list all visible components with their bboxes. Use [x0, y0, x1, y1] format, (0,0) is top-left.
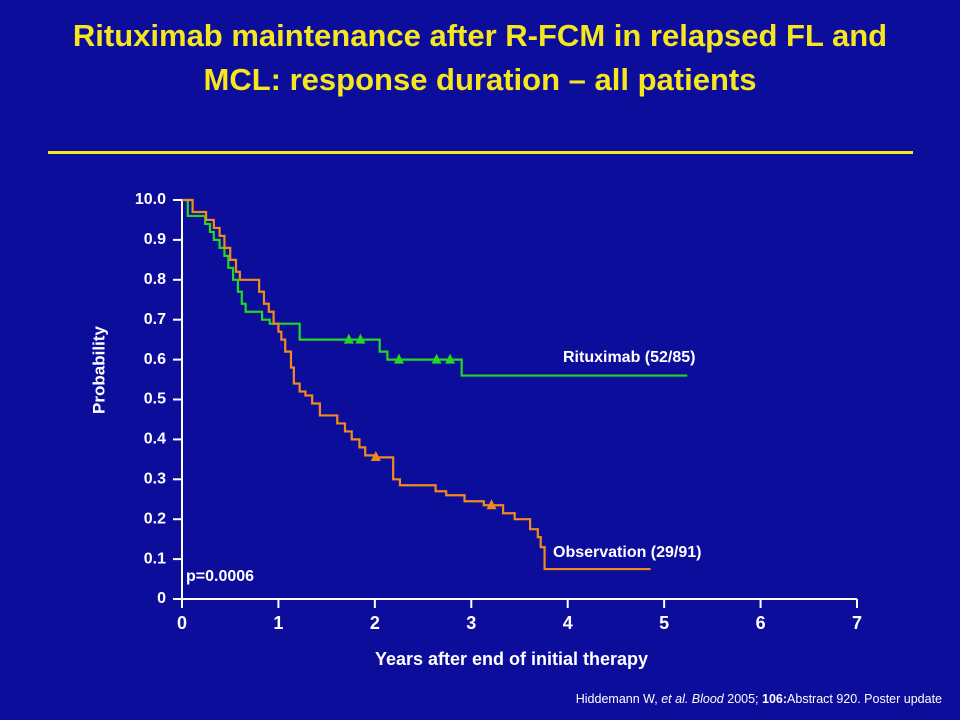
censor-marker [486, 499, 497, 510]
series-label: Observation (29/91) [553, 544, 702, 561]
y-tick-label: 0.2 [144, 510, 166, 527]
citation-part: 106: [762, 692, 788, 706]
y-tick-label: 0.1 [144, 550, 166, 567]
x-tick-label: 1 [273, 613, 283, 633]
x-tick-label: 4 [563, 613, 573, 633]
x-tick-label: 3 [466, 613, 476, 633]
y-tick-label: 0.9 [144, 231, 166, 248]
citation-part: Abstract 920. Poster update [787, 692, 942, 706]
chart-title: Rituximab maintenance after R-FCM in rel… [72, 18, 888, 97]
censor-marker [343, 333, 354, 344]
x-tick-label: 7 [852, 613, 862, 633]
censor-marker [393, 353, 404, 364]
x-tick-label: 5 [659, 613, 669, 633]
y-tick-label: 10.0 [135, 191, 166, 208]
y-tick-label: 0.5 [144, 391, 166, 408]
title-rule [48, 151, 913, 154]
series-label: Rituximab (52/85) [563, 349, 695, 366]
citation-part: et al. Blood [661, 692, 724, 706]
y-tick-label: 0.7 [144, 311, 166, 328]
censor-marker [370, 450, 381, 461]
annotation: p=0.0006 [186, 568, 254, 585]
x-tick-label: 6 [756, 613, 766, 633]
censor-marker [355, 333, 366, 344]
y-tick-label: 0 [157, 590, 166, 607]
x-axis-label: Years after end of initial therapy [375, 649, 648, 669]
x-tick-label: 0 [177, 613, 187, 633]
citation-part: Hiddemann W, [575, 692, 662, 706]
citation-part: 2005; [723, 692, 762, 706]
y-axis-label: Probability [89, 326, 108, 414]
survival-line [182, 198, 688, 377]
y-tick-label: 0.6 [144, 351, 166, 368]
censor-marker [445, 353, 456, 364]
censor-marker [431, 353, 442, 364]
y-tick-label: 0.8 [144, 271, 166, 288]
y-tick-label: 0.4 [144, 431, 166, 448]
x-tick-label: 2 [370, 613, 380, 633]
y-tick-label: 0.3 [144, 471, 166, 488]
survival-line [182, 198, 651, 571]
citation: Hiddemann W, et al. Blood 2005; 106:Abst… [576, 692, 942, 706]
